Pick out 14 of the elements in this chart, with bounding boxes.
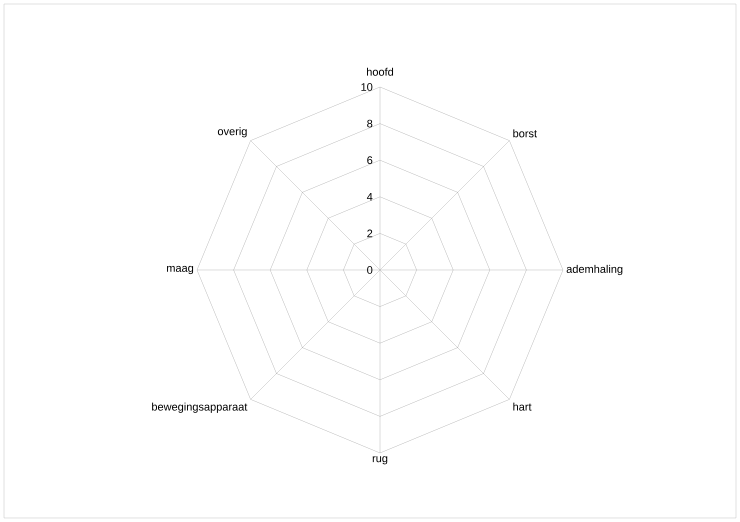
spoke-label: ademhaling [566,264,622,276]
y-tick-label: 8 [367,120,372,128]
y-tick-label: 6 [367,156,372,164]
spoke-label: hart [513,402,532,411]
spoke-label: maag [167,266,194,274]
y-tick-label: 10 [361,83,372,91]
spoke-label: rug [372,456,388,464]
y-tick-label: 4 [366,193,372,201]
spoke-label: overig [218,127,247,138]
spoke-label: hoofd [367,68,394,76]
y-tick-label: 2 [367,230,372,238]
y-tick-label: 0 [367,266,372,274]
spoke-label: bewegingsapparaat [152,402,248,413]
spoke-label: borst [513,129,537,138]
